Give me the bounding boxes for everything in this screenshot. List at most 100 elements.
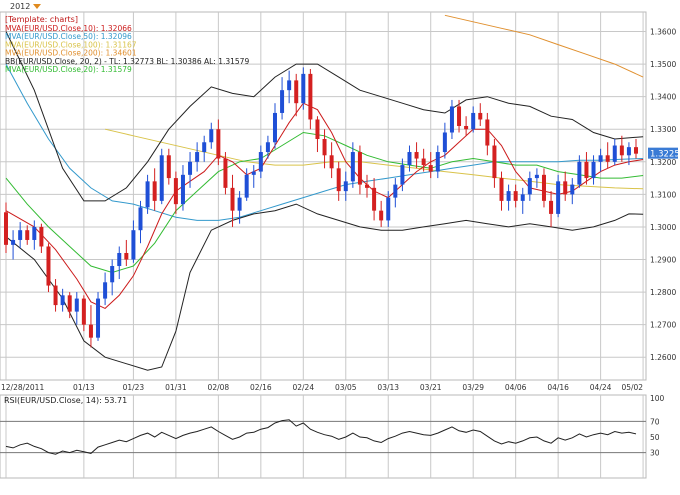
price-tick-label: 1.2600 [650,353,676,362]
candle-body [124,252,129,260]
candle-body [39,226,44,247]
candle-body [393,184,398,198]
candle-body [506,191,511,201]
date-tick-label: 04/06 [505,383,527,392]
rsi-axis: 100 70 50 30 [650,394,665,458]
rsi-label: RSI(EUR/USD.Close, 14): 53.71 [4,396,127,405]
candle-body [287,80,292,91]
candle-body [428,165,433,172]
candle-body [32,226,37,240]
ma10-line [5,102,644,309]
date-tick-label: 03/05 [335,383,357,392]
candle-body [152,181,157,201]
candle-body [166,155,171,179]
candle-body [131,230,136,260]
price-tick-label: 1.3500 [650,60,676,69]
price-panel: 1.2600 1.2700 1.2800 1.2900 1.3000 1.3100 1.32… [0,11,680,392]
rsi-tick-label: 100 [650,394,665,403]
candle-body [372,187,377,211]
indicator-legend: MVA(EUR/USD.Close,10): 1.32066MVA(EUR/US… [5,24,249,74]
candle-body [53,285,58,306]
candle-body [188,161,193,175]
legend-entry: MVA(EUR/USD.Close,20): 1.31579 [5,65,132,74]
candle-body [322,139,327,156]
candle-body [294,80,299,104]
price-grid-horizontal [0,31,646,358]
candle-body [442,132,447,153]
price-tick-label: 1.3300 [650,125,676,134]
candle-body [449,106,454,133]
price-tick-label: 1.2900 [650,256,676,265]
price-axis: 1.2600 1.2700 1.2800 1.2900 1.3000 1.3100 1.32… [650,28,676,363]
candle-body [230,187,235,211]
date-tick-label: 04/16 [547,383,569,392]
price-tick-label: 1.3000 [650,223,676,232]
candle-body [117,252,122,267]
legend-entry: MVA(EUR/USD.Close,50): 1.32096 [5,32,132,41]
candle-body [216,129,221,159]
candle-body [634,147,638,154]
candle-body [60,295,65,306]
date-tick-label: 03/13 [377,383,399,392]
date-axis: 12/28/2011 01/13 01/23 01/31 02/08 02/16 02/24… [1,383,643,392]
candle-body [173,178,178,205]
candle-body [11,239,16,245]
candle-body [563,181,568,195]
candle-body [336,168,341,192]
rsi-tick-label: 30 [650,449,660,458]
legend-entry: MVA(EUR/USD.Close,100): 1.31167 [5,40,137,49]
ma200-line [444,14,644,78]
rsi-panel: 100 70 50 30 RSI(EUR/USD.Close, 14): 53.71 [0,394,665,479]
candle-body [350,152,355,182]
candle-body [485,119,490,146]
candle-body [577,161,582,185]
candle-body [265,142,270,153]
candle-body [4,212,8,245]
chart-header: 2012 [Template: charts] [5,2,78,24]
candle-body [365,184,370,188]
candle-body [223,158,228,188]
date-tick-label: 02/16 [250,383,272,392]
candle-body [301,73,306,104]
candle-body [343,181,348,192]
candle-body [74,298,79,312]
candle-body [407,152,412,166]
candle-body [96,298,101,338]
legend-entry: MVA(EUR/USD.Close,200): 1.34601 [5,49,137,58]
candle-body [110,266,115,283]
candle-body [534,174,539,179]
candle-body [280,90,285,113]
rsi-line-group [5,419,637,455]
ma50-line [5,63,644,221]
candle-body [67,295,72,312]
date-tick-label: 02/24 [292,383,314,392]
candle-body [81,298,86,325]
candle-body [492,145,497,179]
date-tick-label: 01/31 [165,383,187,392]
candle-body [272,112,277,143]
candle-body [619,145,624,156]
date-tick-label: 01/13 [73,383,95,392]
candle-body [315,119,320,140]
candle-body [598,155,603,162]
candle-body [258,152,263,172]
price-tick-label: 1.3200 [650,158,676,167]
candle-body [421,158,426,166]
candles [4,67,638,348]
candle-body [478,112,483,120]
candle-body [308,73,313,120]
price-tick-label: 1.2800 [650,288,676,297]
candle-body [180,174,185,205]
date-tick-label: 04/24 [590,383,612,392]
candle-body [570,184,575,195]
date-tick-label: 05/02 [621,383,643,392]
template-label: [Template: charts] [5,15,78,24]
rsi-tick-label: 70 [650,417,660,426]
candle-body [88,324,93,338]
price-tick-label: 1.3100 [650,190,676,199]
candle-body [612,145,617,162]
candle-body [159,155,164,201]
candle-body [103,282,108,299]
